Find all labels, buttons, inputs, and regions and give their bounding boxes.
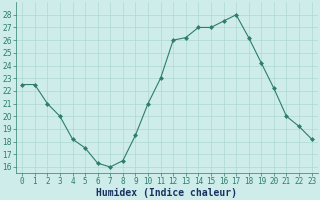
X-axis label: Humidex (Indice chaleur): Humidex (Indice chaleur): [96, 188, 237, 198]
